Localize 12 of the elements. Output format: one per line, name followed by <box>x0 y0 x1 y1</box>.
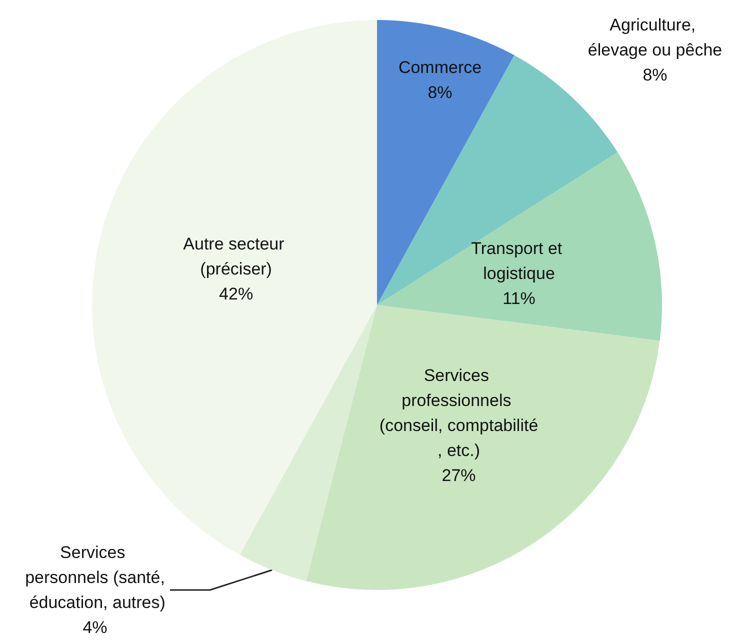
data-label: 8% <box>428 83 452 102</box>
data-label: 4% <box>82 618 108 637</box>
slice-label: Agriculture, élevage ou pêche <box>588 16 722 60</box>
data-label: 42% <box>219 284 254 304</box>
slice-label: Transport et logistique <box>471 238 567 283</box>
slice-label: Autre secteur (préciser) <box>183 234 289 278</box>
data-label: 11% <box>502 288 536 308</box>
slice-label: Services personnels (santé, éducation, autres) <box>24 543 166 612</box>
slice-label: Commerce <box>398 58 482 77</box>
data-label: 8% <box>642 66 668 84</box>
slice-label: Services professionnels (conseil, comptabilité, etc.) <box>379 366 538 460</box>
data-label: 27% <box>442 466 476 485</box>
